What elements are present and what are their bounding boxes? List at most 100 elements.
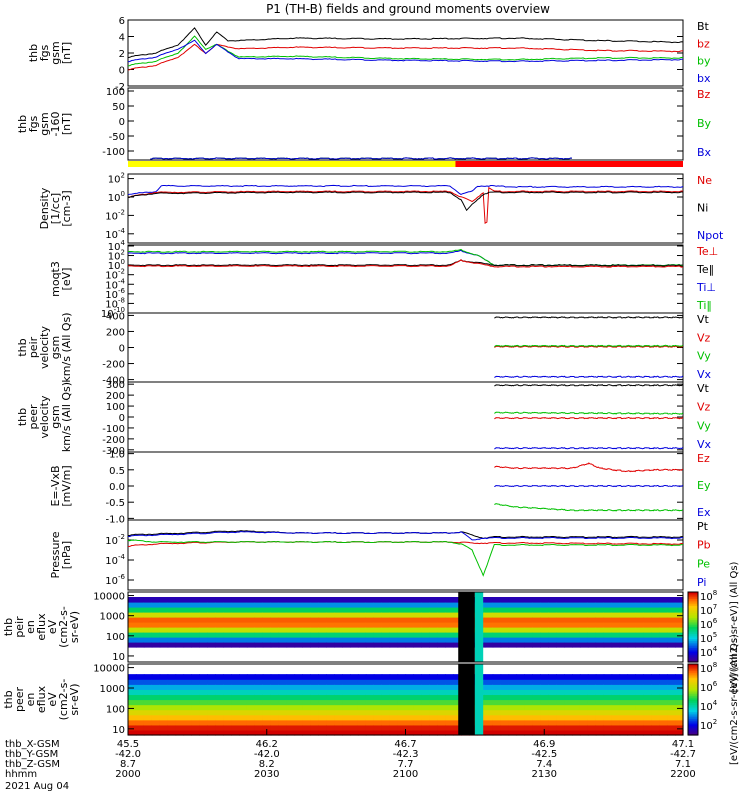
spectrogram-cell: [611, 699, 621, 706]
colorbar-cell: [688, 679, 698, 683]
spectrogram-cell: [453, 602, 462, 608]
spectrogram-cell: [413, 694, 422, 701]
spectrogram-cell: [389, 607, 399, 613]
spectrogram-cell: [334, 602, 343, 608]
x-tick-value: 2100: [393, 769, 418, 780]
spectrogram-cell: [310, 729, 319, 736]
series-line-bz: [127, 43, 683, 71]
spectrogram-cell: [262, 689, 272, 696]
spectrogram-cell: [508, 704, 518, 711]
y-tick-label: 10-6: [105, 573, 125, 587]
spectrogram-cell: [508, 617, 518, 623]
y-axis-label-line: sr-eV): [68, 683, 81, 715]
spectrogram-cell: [128, 674, 137, 680]
spectrogram-cell: [532, 679, 541, 685]
spectrogram-cell: [373, 637, 383, 643]
spectrogram-cell: [223, 719, 232, 726]
panels: -20246thbfgsgsm[nT]Btbzbybx-100-50050100…: [2, 16, 740, 765]
spectrogram-cell: [603, 642, 613, 648]
spectrogram-cell: [540, 689, 549, 696]
spectrogram-cell: [492, 679, 502, 685]
spectrogram-cell: [215, 632, 224, 638]
spectrogram-cell: [128, 637, 137, 643]
spectrogram-cell: [437, 642, 446, 648]
spectrogram-cell: [326, 612, 335, 618]
spectrogram-cell: [286, 699, 296, 706]
spectrogram-cell: [508, 689, 518, 696]
spectrogram-cell: [429, 627, 438, 633]
spectrogram-cell: [516, 694, 526, 701]
spectrogram-cell: [603, 637, 613, 643]
y-tick-label: 0: [119, 117, 125, 128]
spectrogram-cell: [373, 632, 383, 638]
spectrogram-cell: [223, 729, 232, 736]
panel-p4: 10410210010-210-410-610-810-10moqt3[eV]T…: [49, 239, 718, 320]
legend-entry: by: [697, 55, 711, 68]
spectrogram-cell: [619, 709, 629, 716]
spectrogram-cell: [643, 627, 652, 633]
spectrogram-cell: [437, 617, 446, 623]
spectrogram-cell: [246, 622, 256, 628]
spectrogram-cell: [246, 719, 256, 726]
spectrogram-cell: [643, 612, 652, 618]
spectrogram-cell: [326, 719, 335, 726]
spectrogram-cell: [207, 719, 216, 726]
spectrogram-cell: [611, 597, 621, 603]
spectrogram-cell: [143, 684, 153, 690]
spectrogram-cell: [540, 632, 549, 638]
spectrogram-cell: [492, 729, 502, 736]
spectrogram-cell: [651, 719, 660, 726]
y-tick-label: -100: [102, 424, 125, 435]
spectrogram-cell: [508, 627, 518, 633]
spectrogram-cell: [254, 597, 264, 603]
spectrogram-cell: [246, 714, 256, 721]
spectrogram-cell: [167, 719, 177, 726]
spectrogram-cell: [413, 699, 422, 706]
y-tick-label: 0: [119, 413, 125, 424]
spectrogram-cell: [516, 612, 526, 618]
panel-frame: [127, 519, 684, 591]
spectrogram-cell: [310, 612, 319, 618]
spectrogram-cell: [595, 704, 605, 711]
spectrogram-cell: [445, 689, 454, 696]
spectrogram-cell: [381, 699, 391, 706]
spectrogram-cell: [357, 679, 367, 685]
series-line-Vt: [494, 384, 683, 387]
spectrogram-cell: [627, 699, 637, 706]
spectrogram-cell: [659, 699, 668, 706]
spectrogram-cell: [532, 637, 541, 643]
spectrogram-cell: [548, 689, 557, 696]
spectrogram-cell: [532, 729, 541, 736]
legend-entry: Te‖: [696, 263, 714, 276]
spectrogram-cell: [564, 602, 573, 608]
spectrogram-cell: [429, 679, 438, 685]
spectrogram-cell: [207, 607, 216, 613]
spectrogram-cell: [603, 602, 613, 608]
spectrogram-cell: [326, 622, 335, 628]
spectrogram-cell: [357, 729, 367, 736]
spectrogram-cell: [239, 689, 248, 696]
spectrogram-cell: [595, 612, 605, 618]
spectrogram-cell: [207, 642, 216, 648]
spectrogram-cell: [572, 684, 581, 690]
spectrogram-cell: [151, 597, 161, 603]
spectrogram-cell: [357, 637, 367, 643]
spectrogram-cell: [143, 627, 153, 633]
spectrogram-cell: [128, 689, 137, 696]
series-line-Ex: [494, 484, 683, 488]
spectrogram-cell: [651, 704, 660, 711]
spectrogram-cell: [302, 637, 311, 643]
spectrogram-cell: [254, 632, 264, 638]
colorbar-cell: [688, 720, 698, 724]
spectrogram-cell: [302, 724, 311, 731]
x-row-label: hhmm: [5, 769, 37, 780]
spectrogram-cell: [508, 719, 518, 726]
spectrogram-cell: [548, 597, 557, 603]
spectrogram-cell: [128, 642, 137, 648]
spectrogram-cell: [381, 622, 391, 628]
spectrogram-cell: [397, 602, 407, 608]
spectrogram-cell: [405, 602, 415, 608]
spectrogram-cell: [175, 679, 185, 685]
spectrogram-cell: [659, 709, 668, 716]
spectrogram-cell: [437, 622, 446, 628]
